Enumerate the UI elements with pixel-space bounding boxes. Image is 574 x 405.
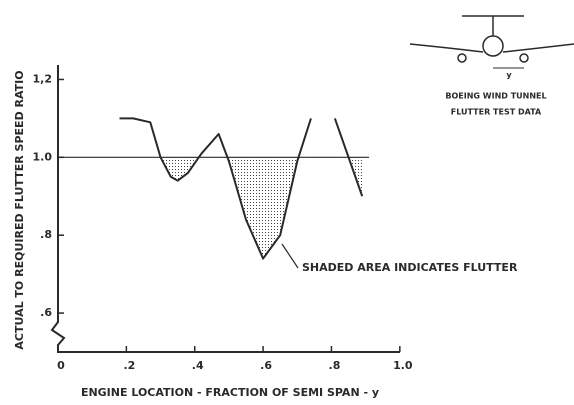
airplane-icon bbox=[410, 16, 574, 68]
y-tick-label: 1,2 bbox=[33, 72, 53, 85]
annotation-leader bbox=[282, 244, 298, 268]
x-axis-label: ENGINE LOCATION - FRACTION OF SEMI SPAN … bbox=[81, 386, 379, 399]
x-tick-label: 0 bbox=[57, 359, 65, 372]
x-tick-label: .4 bbox=[192, 359, 204, 372]
inset-title: FLUTTER TEST DATA bbox=[451, 108, 542, 117]
inset-label: y bbox=[506, 71, 512, 80]
x-tick-label: .6 bbox=[260, 359, 272, 372]
y-tick-label: 1.0 bbox=[33, 150, 53, 163]
annotation: SHADED AREA INDICATES FLUTTER bbox=[302, 261, 518, 274]
chart: y BOEING WIND TUNNEL FLUTTER TEST DATA E… bbox=[0, 0, 574, 405]
axes bbox=[52, 65, 400, 352]
page: {"chart_data": { "type": "line", "xlabel… bbox=[0, 0, 574, 405]
y-tick-label: .6 bbox=[40, 306, 52, 319]
x-tick-label: .2 bbox=[123, 359, 135, 372]
x-tick-label: 1.0 bbox=[393, 359, 413, 372]
y-axis-label: ACTUAL TO REQUIRED FLUTTER SPEED RATIO bbox=[13, 70, 26, 349]
y-tick-label: .8 bbox=[40, 228, 52, 241]
inset-title: BOEING WIND TUNNEL bbox=[445, 92, 546, 101]
x-tick-label: .8 bbox=[329, 359, 341, 372]
shaded-area bbox=[120, 118, 311, 258]
